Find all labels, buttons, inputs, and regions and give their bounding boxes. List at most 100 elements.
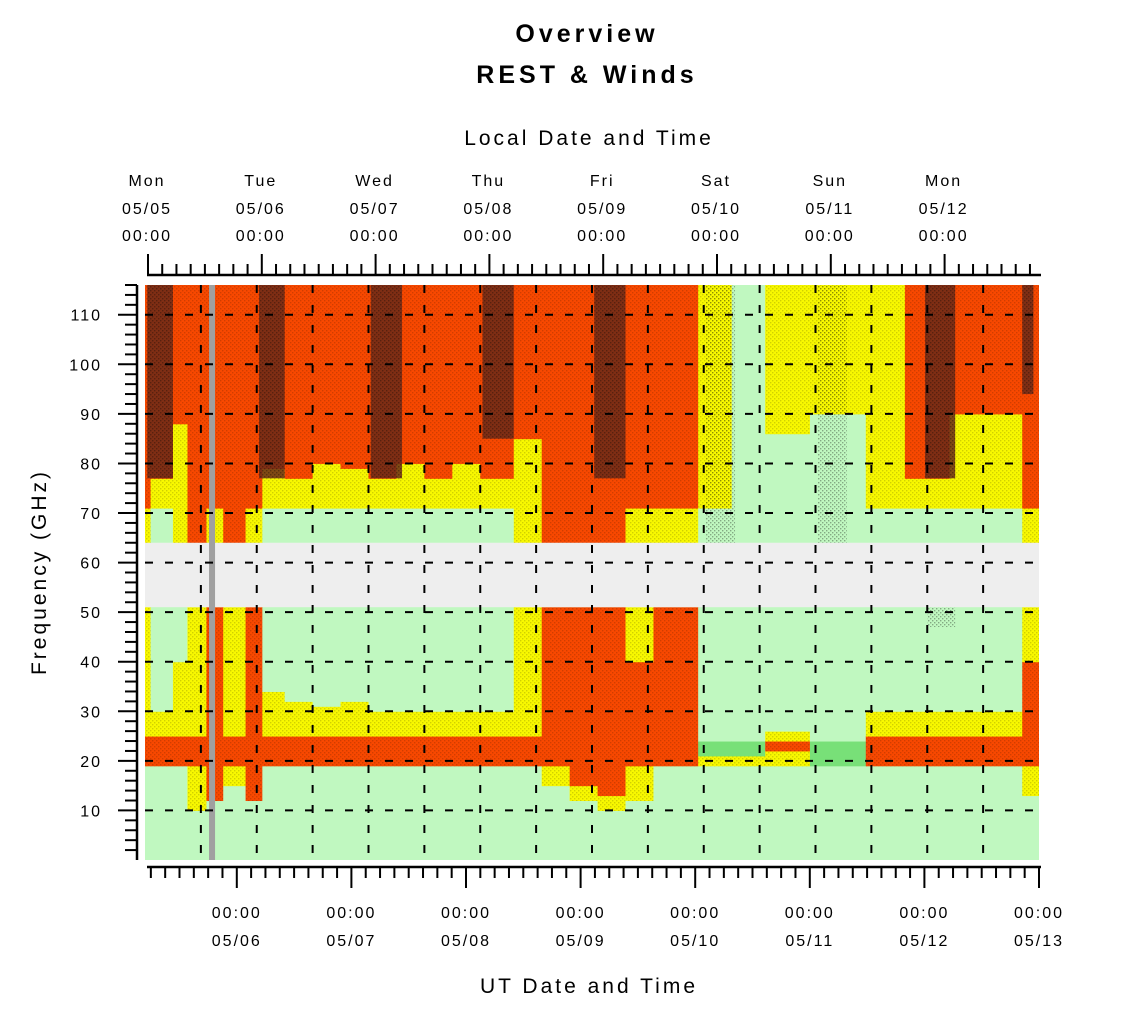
bottom-tick-label-date: 05/08 bbox=[441, 933, 491, 950]
heatmap-cell-texture bbox=[513, 285, 543, 440]
heatmap-cell-texture bbox=[245, 736, 263, 767]
heatmap-cell-texture bbox=[262, 468, 286, 509]
heatmap-cell-texture bbox=[150, 711, 174, 737]
heatmap-cell bbox=[223, 785, 247, 860]
heatmap-cell-texture bbox=[1022, 765, 1039, 797]
heatmap-cell bbox=[480, 765, 515, 860]
heatmap-cell-texture bbox=[569, 785, 599, 802]
heatmap-cell-texture bbox=[569, 607, 599, 737]
night-overlay-texture bbox=[147, 285, 173, 479]
heatmap-cell bbox=[424, 765, 453, 860]
bottom-tick-label-time: 00:00 bbox=[326, 905, 376, 922]
heatmap-cell bbox=[809, 741, 867, 767]
heatmap-cell-texture bbox=[223, 607, 247, 737]
heatmap-cell-texture bbox=[765, 285, 811, 435]
bottom-tick-label-time: 00:00 bbox=[1014, 905, 1064, 922]
heatmap-cell-texture bbox=[988, 413, 1023, 509]
top-tick-label-day: Wed bbox=[355, 173, 394, 190]
heatmap-cell-texture bbox=[904, 478, 951, 509]
heatmap-cell-texture bbox=[653, 285, 699, 509]
heatmap-cell-texture bbox=[452, 463, 481, 509]
night-overlay-texture bbox=[482, 285, 514, 439]
night-overlay-texture bbox=[925, 285, 956, 479]
heatmap-cell-texture bbox=[187, 765, 207, 811]
chart-title: Overview bbox=[515, 20, 658, 48]
heatmap-cell-texture bbox=[396, 711, 425, 737]
time-marker bbox=[209, 285, 216, 860]
heatmap-cell-texture bbox=[569, 765, 599, 787]
heatmap-cell-texture bbox=[625, 765, 654, 802]
top-tick-label-time: 00:00 bbox=[691, 228, 741, 245]
heatmap-cell-texture bbox=[513, 607, 543, 692]
heatmap-cell-texture bbox=[340, 701, 369, 737]
heatmap-cell-texture bbox=[625, 661, 654, 737]
heatmap-cell-texture bbox=[150, 478, 174, 509]
heatmap-cell bbox=[424, 607, 453, 712]
top-tick-label-date: 05/10 bbox=[691, 201, 741, 218]
heatmap-cell bbox=[396, 765, 425, 860]
heatmap-cell-texture bbox=[245, 607, 263, 737]
heatmap-cell-texture bbox=[424, 285, 453, 479]
top-tick-label-day: Tue bbox=[244, 173, 277, 190]
night-overlay-texture bbox=[370, 285, 403, 479]
heatmap-cell bbox=[988, 607, 1023, 712]
bottom-tick-label-date: 05/12 bbox=[899, 933, 949, 950]
heatmap-cell bbox=[865, 607, 906, 712]
heatmap-cell bbox=[480, 607, 515, 712]
y-tick-label: 30 bbox=[80, 704, 102, 721]
heatmap-cell-texture bbox=[187, 736, 207, 767]
heatmap-cell bbox=[172, 765, 188, 860]
heatmap-cell-texture bbox=[340, 285, 369, 469]
chart-subtitle: REST & Winds bbox=[476, 61, 697, 89]
heatmap-cell-texture bbox=[223, 285, 247, 509]
heatmap-cell-texture bbox=[245, 285, 263, 479]
heatmap-cell bbox=[988, 765, 1023, 860]
heatmap-cell-texture bbox=[1022, 607, 1039, 663]
heatmap-cell-texture bbox=[368, 478, 397, 509]
bottom-tick-label-time: 00:00 bbox=[556, 905, 606, 922]
bottom-tick-label-date: 05/13 bbox=[1014, 933, 1064, 950]
top-tick-label-date: 05/07 bbox=[350, 201, 400, 218]
heatmap-cell-texture bbox=[245, 478, 263, 509]
top-tick-label-date: 05/09 bbox=[577, 201, 627, 218]
bottom-tick-label-date: 05/07 bbox=[326, 933, 376, 950]
bottom-tick-label-time: 00:00 bbox=[441, 905, 491, 922]
heatmap-cell bbox=[312, 607, 342, 707]
heatmap-cell bbox=[597, 810, 627, 860]
heatmap-cell bbox=[698, 741, 733, 757]
plot-area bbox=[145, 285, 1039, 860]
heatmap-cell-texture bbox=[452, 285, 481, 464]
top-tick-label-time: 00:00 bbox=[350, 228, 400, 245]
heatmap-cell bbox=[312, 765, 342, 860]
heatmap-cell-texture bbox=[698, 755, 733, 767]
top-tick-label-date: 05/08 bbox=[463, 201, 513, 218]
grid bbox=[145, 285, 1039, 860]
heatmap-cell bbox=[262, 765, 286, 860]
y-tick-label: 50 bbox=[80, 605, 102, 622]
heatmap-cell bbox=[653, 765, 699, 860]
heatmap-cell bbox=[262, 607, 286, 692]
heatmap-cell bbox=[150, 765, 174, 860]
heatmap-cell-texture bbox=[1022, 508, 1039, 544]
heatmap-cell-texture bbox=[597, 765, 627, 797]
top-tick-label-date: 05/05 bbox=[122, 201, 172, 218]
heatmap-cell-texture bbox=[284, 701, 314, 737]
bottom-tick-label-date: 05/11 bbox=[785, 933, 834, 950]
heatmap-cell-texture bbox=[513, 691, 543, 737]
heatmap-cell bbox=[569, 800, 599, 860]
heatmap-cell bbox=[731, 741, 766, 757]
heatmap-cell-texture bbox=[145, 508, 152, 544]
heatmap-cell-texture bbox=[865, 423, 906, 509]
heatmap-cell-texture bbox=[541, 607, 571, 737]
heatmap-cell-texture bbox=[597, 795, 627, 811]
heatmap-cell-texture bbox=[223, 736, 247, 767]
heatmap-cell bbox=[340, 508, 369, 544]
heatmap-cell bbox=[452, 607, 481, 712]
heatmap-cell bbox=[765, 433, 811, 544]
heatmap-cell bbox=[396, 607, 425, 712]
axes bbox=[118, 254, 1041, 888]
heatmap-cell bbox=[340, 607, 369, 702]
heatmap-cell-texture bbox=[368, 711, 397, 737]
heatmap-cell-texture bbox=[145, 607, 152, 737]
